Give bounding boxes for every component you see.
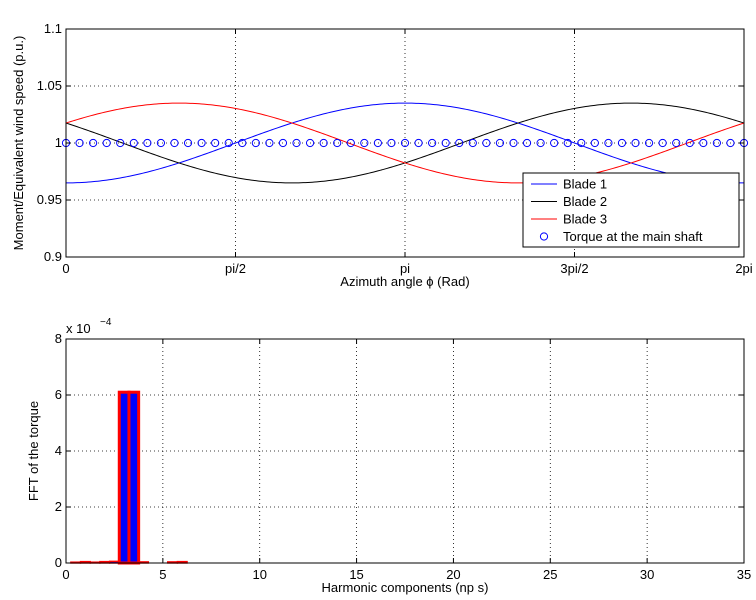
series-torque-markers <box>61 138 749 148</box>
x-tick-label: 35 <box>737 567 751 582</box>
torque-marker <box>387 138 396 148</box>
chart-torque-fft: 0 5 10 15 20 25 30 35 0 2 4 6 8 x 10 −4 Harmonic compon… <box>26 317 751 595</box>
torque-marker <box>292 138 301 148</box>
torque-marker <box>577 138 586 148</box>
torque-marker <box>563 138 572 148</box>
x-tick-label: 10 <box>252 567 266 582</box>
torque-marker <box>522 138 532 148</box>
y-tick-label: 2 <box>55 499 62 514</box>
legend-swatch <box>539 232 549 241</box>
legend-box <box>522 172 740 248</box>
x-tick-label: 0 <box>62 567 69 582</box>
torque-marker <box>712 138 721 148</box>
torque-marker <box>197 138 206 148</box>
torque-marker <box>102 138 111 148</box>
y-tick-label: 6 <box>55 387 62 402</box>
torque-marker <box>211 138 220 148</box>
torque-marker <box>400 138 410 148</box>
y-multiplier: x 10 <box>66 321 91 336</box>
x-tick-label: 25 <box>543 567 557 582</box>
torque-marker <box>658 138 667 148</box>
y-tick-label: 0 <box>55 555 62 570</box>
torque-marker <box>468 138 477 148</box>
x-tick-label: 30 <box>640 567 654 582</box>
torque-marker <box>644 138 654 148</box>
torque-marker <box>89 138 98 148</box>
torque-marker <box>238 138 247 148</box>
legend-entry: Torque at the main shaft <box>563 229 703 244</box>
legend-entry: Blade 2 <box>563 194 607 209</box>
y-axis-label: Moment/Equivalent wind speed (p.u.) <box>11 36 26 251</box>
y-tick-label: 0.95 <box>37 192 62 207</box>
torque-marker <box>441 138 450 148</box>
torque-marker <box>251 138 260 148</box>
torque-marker <box>360 138 369 148</box>
y-tick-label: 4 <box>55 443 62 458</box>
torque-marker <box>224 138 233 148</box>
x-axis-label: Harmonic components (np s) <box>322 580 489 595</box>
legend: Blade 1 Blade 2 Blade 3 Torque at the main … <box>522 172 740 248</box>
torque-marker <box>346 138 355 148</box>
torque-marker <box>278 138 288 148</box>
y-axis-label: FFT of the torque <box>26 401 41 501</box>
torque-marker <box>550 138 559 148</box>
torque-marker <box>455 138 464 148</box>
torque-marker <box>265 138 274 148</box>
torque-marker <box>509 138 518 148</box>
x-axis-label: Azimuth angle ϕ (Rad) <box>340 274 469 289</box>
x-tick-label: 2pi <box>735 261 752 276</box>
x-tick-label: pi <box>400 261 410 276</box>
torque-marker <box>170 138 179 148</box>
y-tick-label: 1.05 <box>37 78 62 93</box>
torque-marker <box>604 138 613 148</box>
torque-marker <box>183 138 193 148</box>
x-tick-label: 3pi/2 <box>560 261 588 276</box>
torque-marker <box>699 138 708 148</box>
y-tick-label: 1.1 <box>44 21 62 36</box>
torque-marker <box>75 138 84 148</box>
fft-bar <box>127 390 141 565</box>
torque-marker <box>143 138 152 148</box>
torque-marker <box>590 138 599 148</box>
x-tick-label: pi/2 <box>225 261 246 276</box>
torque-marker <box>617 138 627 148</box>
torque-marker <box>495 138 505 148</box>
x-tick-label: 0 <box>62 261 69 276</box>
series-line-blade-3 <box>65 102 745 184</box>
torque-marker <box>414 138 423 148</box>
torque-marker <box>333 138 342 148</box>
torque-marker <box>726 138 735 148</box>
legend-entry: Blade 3 <box>563 212 607 227</box>
chart-blade-moments: 0 pi/2 pi 3pi/2 2pi 0.9 0.95 1 1.05 1.1 Azimuth an… <box>11 21 753 289</box>
torque-marker <box>482 138 491 148</box>
torque-marker <box>685 138 694 148</box>
y-tick-label: 0.9 <box>44 249 62 264</box>
torque-marker <box>305 138 315 148</box>
x-tick-label: 20 <box>446 567 460 582</box>
torque-marker <box>536 138 545 148</box>
torque-marker <box>129 138 138 148</box>
torque-marker <box>672 138 681 148</box>
torque-marker <box>631 138 640 148</box>
y-multiplier-exponent: −4 <box>100 317 112 328</box>
x-tick-label: 15 <box>349 567 363 582</box>
torque-marker <box>373 138 382 148</box>
legend-entry: Blade 1 <box>563 177 607 192</box>
y-tick-label: 1 <box>55 135 62 150</box>
torque-marker <box>116 138 125 148</box>
torque-marker <box>319 138 328 148</box>
torque-marker <box>428 138 437 148</box>
torque-marker <box>156 138 166 148</box>
y-tick-label: 8 <box>55 331 62 346</box>
x-tick-label: 5 <box>159 567 166 582</box>
